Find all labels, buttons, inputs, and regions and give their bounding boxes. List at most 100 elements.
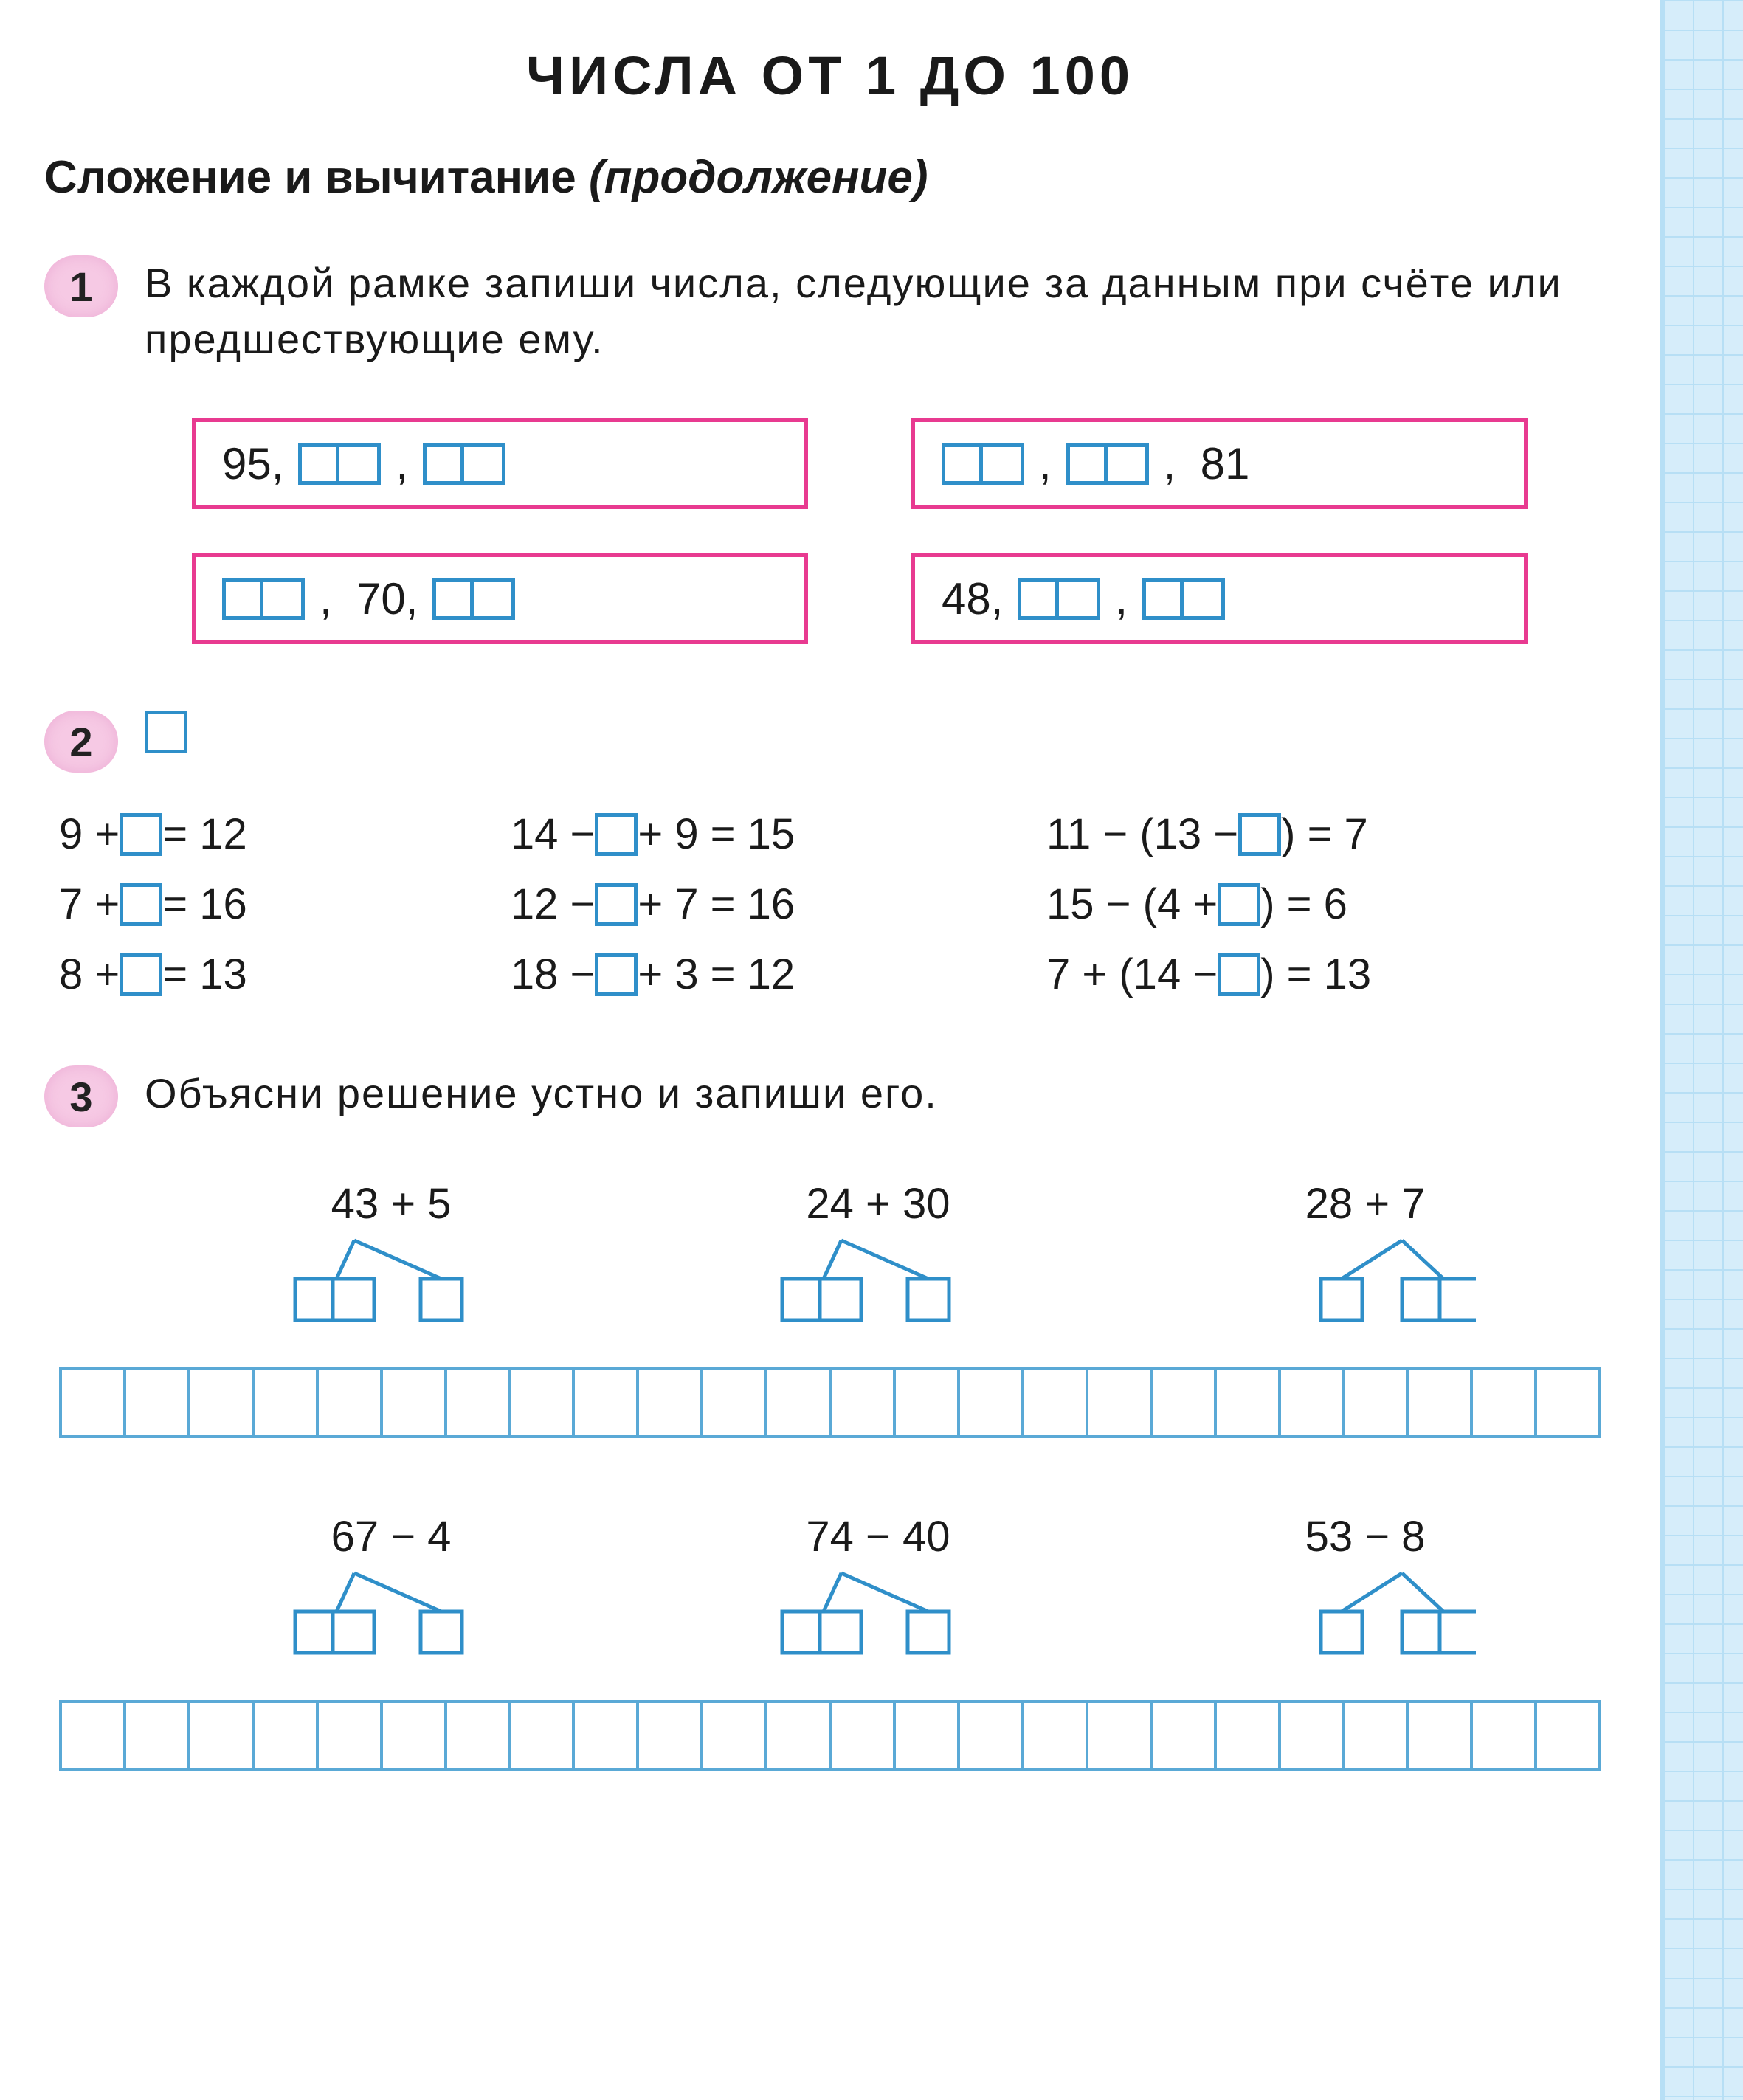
two-digit-blank[interactable] (1142, 578, 1225, 620)
decomposition-diagram[interactable] (280, 1234, 502, 1330)
grid-cell[interactable] (1024, 1703, 1088, 1768)
grid-cell[interactable] (1537, 1703, 1598, 1768)
equation-pre: 18 − (511, 950, 596, 999)
frame-text: , (1039, 438, 1052, 489)
single-blank[interactable] (595, 813, 638, 856)
equation-post: + 9 = 15 (638, 809, 795, 859)
decomposition-expr: 53 − 8 (1305, 1512, 1426, 1561)
sequence-frame: , 70, (192, 553, 808, 644)
two-digit-blank[interactable] (432, 578, 515, 620)
grid-cell[interactable] (1473, 1370, 1537, 1435)
decomposition-item: 67 − 4 (170, 1512, 612, 1663)
grid-cell[interactable] (703, 1703, 767, 1768)
grid-cell[interactable] (1537, 1370, 1598, 1435)
single-blank[interactable] (1238, 813, 1281, 856)
grid-cell[interactable] (126, 1703, 190, 1768)
equation-post: + 3 = 12 (638, 950, 795, 999)
grid-cell[interactable] (447, 1703, 511, 1768)
page-title: ЧИСЛА ОТ 1 ДО 100 (44, 44, 1616, 107)
single-blank[interactable] (120, 953, 162, 996)
decomposition-expr: 24 + 30 (806, 1179, 950, 1229)
equation: 7 + = 16 (59, 880, 481, 929)
decomposition-diagram[interactable] (280, 1567, 502, 1663)
single-blank[interactable] (1218, 883, 1260, 926)
grid-cell[interactable] (575, 1703, 639, 1768)
grid-cell[interactable] (1217, 1703, 1281, 1768)
exercise-1: 1 В каждой рамке запиши числа, следующие… (44, 255, 1616, 644)
grid-cell[interactable] (511, 1703, 575, 1768)
grid-cell[interactable] (1153, 1703, 1217, 1768)
decomposition-diagram[interactable] (1254, 1567, 1476, 1663)
equation-pre: 9 + (59, 809, 120, 859)
grid-cell[interactable] (1153, 1370, 1217, 1435)
grid-cell[interactable] (1281, 1703, 1345, 1768)
exercise-3: 3 Объясни решение устно и запиши его. 43… (44, 1065, 1616, 1771)
decomposition-diagram[interactable] (767, 1567, 989, 1663)
grid-cell[interactable] (255, 1703, 319, 1768)
single-blank[interactable] (595, 953, 638, 996)
single-blank[interactable] (1218, 953, 1260, 996)
grid-cell[interactable] (1281, 1370, 1345, 1435)
two-digit-blank[interactable] (298, 443, 381, 485)
single-blank[interactable] (120, 883, 162, 926)
grid-cell[interactable] (1217, 1370, 1281, 1435)
exercise-2-number: 2 (44, 711, 118, 773)
exercise-3-row-1: 43 + 524 + 3028 + 7 (44, 1157, 1616, 1345)
answer-grid-2[interactable] (59, 1700, 1601, 1771)
two-digit-blank[interactable] (222, 578, 305, 620)
equation: 7 + (14 − ) = 13 (1046, 950, 1616, 999)
grid-cell[interactable] (319, 1370, 383, 1435)
equation-post: + 7 = 16 (638, 880, 795, 929)
grid-cell[interactable] (703, 1370, 767, 1435)
grid-cell[interactable] (1473, 1703, 1537, 1768)
grid-cell[interactable] (575, 1370, 639, 1435)
answer-grid-1[interactable] (59, 1367, 1601, 1438)
two-digit-blank[interactable] (1018, 578, 1100, 620)
grid-cell[interactable] (319, 1703, 383, 1768)
two-digit-blank[interactable] (1066, 443, 1149, 485)
exercise-2-equations: 9 + = 1214 − + 9 = 1511 − (13 − ) = 77 +… (44, 795, 1616, 999)
grid-cell[interactable] (1409, 1370, 1473, 1435)
grid-cell[interactable] (896, 1703, 960, 1768)
decomposition-diagram[interactable] (1254, 1234, 1476, 1330)
grid-cell[interactable] (960, 1370, 1024, 1435)
grid-cell[interactable] (639, 1370, 703, 1435)
sequence-frame: ,, 81 (911, 418, 1528, 509)
grid-cell[interactable] (383, 1703, 447, 1768)
grid-cell[interactable] (767, 1370, 832, 1435)
notebook-margin (1660, 0, 1743, 2100)
grid-cell[interactable] (447, 1370, 511, 1435)
grid-cell[interactable] (126, 1370, 190, 1435)
decomposition-item: 24 + 30 (657, 1179, 1100, 1330)
grid-cell[interactable] (832, 1370, 896, 1435)
grid-cell[interactable] (1345, 1370, 1409, 1435)
single-blank[interactable] (595, 883, 638, 926)
equation-post: ) = 6 (1260, 880, 1347, 929)
grid-cell[interactable] (190, 1703, 255, 1768)
grid-cell[interactable] (255, 1370, 319, 1435)
grid-cell[interactable] (960, 1703, 1024, 1768)
grid-cell[interactable] (1088, 1370, 1153, 1435)
grid-cell[interactable] (639, 1703, 703, 1768)
decomposition-expr: 43 + 5 (331, 1179, 452, 1229)
decomposition-diagram[interactable] (767, 1234, 989, 1330)
exercise-3-number: 3 (44, 1065, 118, 1127)
equation: 9 + = 12 (59, 809, 481, 859)
two-digit-blank[interactable] (942, 443, 1024, 485)
two-digit-blank[interactable] (423, 443, 505, 485)
grid-cell[interactable] (1088, 1703, 1153, 1768)
single-blank[interactable] (120, 813, 162, 856)
grid-cell[interactable] (767, 1703, 832, 1768)
grid-cell[interactable] (62, 1703, 126, 1768)
grid-cell[interactable] (1409, 1703, 1473, 1768)
grid-cell[interactable] (1345, 1703, 1409, 1768)
equation-pre: 12 − (511, 880, 596, 929)
grid-cell[interactable] (511, 1370, 575, 1435)
equation-pre: 7 + (14 − (1046, 950, 1218, 999)
grid-cell[interactable] (383, 1370, 447, 1435)
grid-cell[interactable] (832, 1703, 896, 1768)
grid-cell[interactable] (62, 1370, 126, 1435)
grid-cell[interactable] (1024, 1370, 1088, 1435)
grid-cell[interactable] (896, 1370, 960, 1435)
grid-cell[interactable] (190, 1370, 255, 1435)
